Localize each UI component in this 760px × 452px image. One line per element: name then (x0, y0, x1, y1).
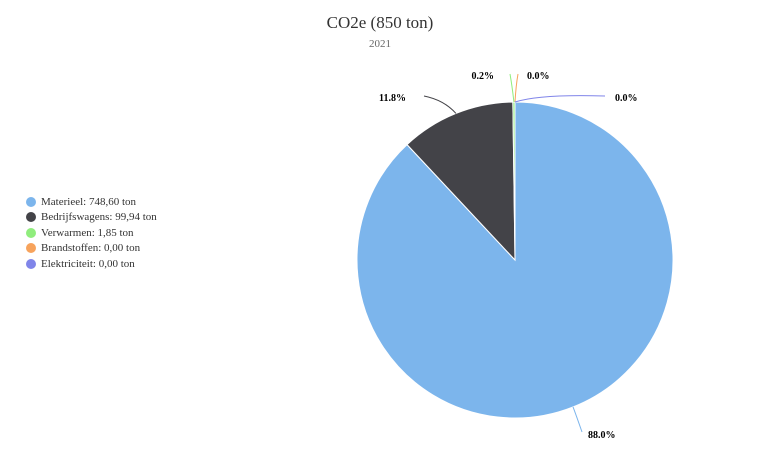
legend-item-elektriciteit[interactable]: Elektriciteit: 0,00 ton (26, 256, 157, 272)
data-label-connector-verwarmen (509, 73, 515, 103)
data-label-connector-materieel (572, 406, 583, 433)
legend: Materieel: 748,60 ton Bedrijfswagens: 99… (26, 194, 157, 272)
legend-swatch-verwarmen (26, 227, 36, 238)
legend-item-bedrijfswagens[interactable]: Bedrijfswagens: 99,94 ton (26, 210, 157, 226)
data-label-elektriciteit: 0.0% (615, 93, 638, 104)
data-label-bedrijfswagens: 11.8% (379, 93, 406, 104)
chart-subtitle: 2021 (369, 38, 391, 50)
legend-swatch-materieel (26, 196, 36, 207)
legend-label-bedrijfswagens: Bedrijfswagens: 99,94 ton (41, 211, 157, 224)
legend-label-materieel: Materieel: 748,60 ton (41, 195, 137, 208)
legend-swatch-brandstoffen (26, 243, 36, 254)
data-label-materieel: 88.0% (588, 430, 616, 441)
data-label-verwarmen: 0.2% (472, 71, 495, 82)
chart-title: CO2e (850 ton) (326, 13, 434, 32)
legend-item-materieel[interactable]: Materieel: 748,60 ton (26, 194, 157, 210)
legend-item-verwarmen[interactable]: Verwarmen: 1,85 ton (26, 225, 157, 241)
data-label-brandstoffen: 0.0% (527, 71, 550, 82)
legend-label-verwarmen: Verwarmen: 1,85 ton (41, 226, 134, 239)
legend-label-brandstoffen: Brandstoffen: 0,00 ton (41, 242, 141, 255)
data-label-connector-bedrijfswagens (423, 95, 457, 114)
legend-label-elektriciteit: Elektriciteit: 0,00 ton (41, 257, 135, 270)
data-label-connector-brandstoffen (514, 73, 519, 103)
legend-swatch-bedrijfswagens (26, 212, 36, 223)
data-label-connector-elektriciteit (514, 95, 606, 103)
legend-item-brandstoffen[interactable]: Brandstoffen: 0,00 ton (26, 241, 157, 257)
legend-swatch-elektriciteit (26, 258, 36, 269)
